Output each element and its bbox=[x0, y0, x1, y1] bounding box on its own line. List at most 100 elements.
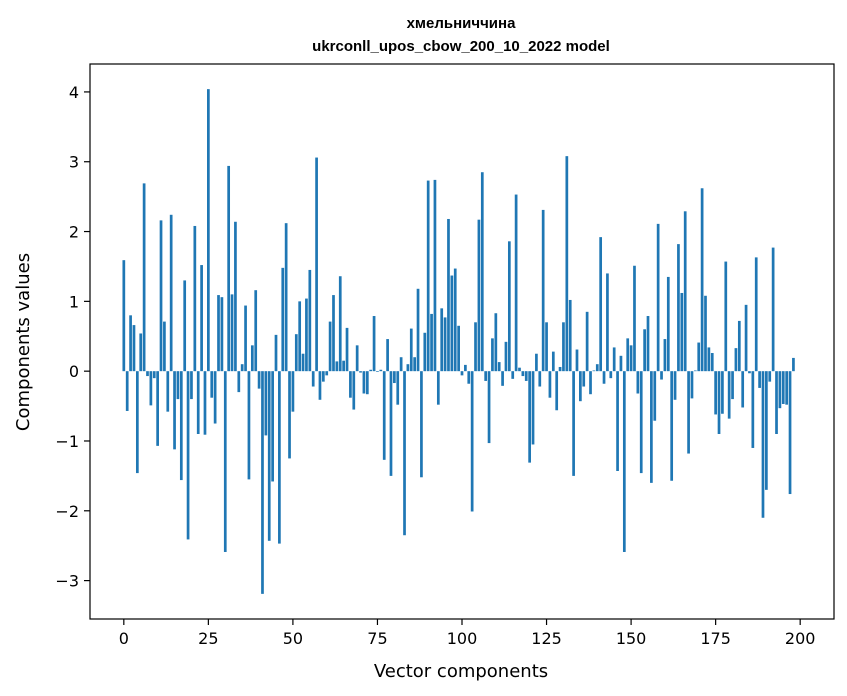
bar bbox=[700, 188, 704, 372]
bar bbox=[166, 371, 170, 412]
bar bbox=[633, 265, 636, 372]
bar bbox=[403, 371, 406, 536]
bar bbox=[612, 347, 616, 372]
bar bbox=[345, 327, 349, 372]
chart-title-line-2: ukrconll_upos_cbow_200_10_2022 model bbox=[312, 38, 610, 55]
bar bbox=[355, 345, 359, 372]
bar bbox=[666, 276, 670, 372]
bar bbox=[660, 371, 663, 380]
bar bbox=[227, 165, 231, 372]
bar bbox=[328, 321, 332, 372]
bar bbox=[203, 371, 207, 435]
bar bbox=[250, 345, 254, 372]
bar bbox=[470, 371, 474, 512]
bar bbox=[677, 244, 680, 372]
bar bbox=[653, 371, 657, 421]
bar bbox=[365, 371, 369, 395]
bar bbox=[501, 371, 504, 386]
bar bbox=[288, 371, 291, 459]
bar bbox=[731, 371, 734, 400]
bar bbox=[541, 209, 545, 372]
bar bbox=[761, 371, 765, 518]
bar bbox=[680, 292, 684, 372]
bar bbox=[393, 371, 396, 384]
bar bbox=[521, 371, 525, 377]
bar bbox=[646, 316, 650, 372]
bar bbox=[687, 371, 690, 454]
bar bbox=[200, 265, 203, 372]
bar bbox=[622, 371, 626, 552]
x-tick-label: 25 bbox=[198, 629, 218, 648]
bar bbox=[125, 371, 129, 411]
bar bbox=[792, 357, 795, 372]
y-tick-label: 1 bbox=[69, 292, 79, 311]
bar bbox=[724, 261, 728, 372]
bar bbox=[589, 371, 592, 395]
bar bbox=[721, 371, 724, 414]
bar bbox=[436, 371, 440, 405]
bar bbox=[568, 299, 572, 372]
bar bbox=[335, 361, 339, 372]
bar bbox=[518, 367, 521, 372]
bar bbox=[196, 371, 200, 434]
bar bbox=[650, 371, 653, 483]
bar bbox=[132, 325, 136, 372]
bar bbox=[592, 370, 596, 372]
bar bbox=[582, 371, 586, 387]
y-tick-label: 4 bbox=[69, 83, 79, 102]
x-tick-label: 50 bbox=[283, 629, 303, 648]
bar bbox=[318, 371, 322, 400]
bar bbox=[748, 371, 751, 374]
bar bbox=[376, 371, 379, 372]
bar bbox=[683, 211, 687, 372]
bar bbox=[693, 370, 697, 372]
bar bbox=[595, 364, 599, 372]
bar bbox=[186, 371, 190, 540]
bar bbox=[217, 295, 220, 372]
bar bbox=[765, 371, 768, 490]
bar bbox=[301, 353, 305, 372]
bar bbox=[261, 371, 264, 594]
bar bbox=[565, 156, 569, 372]
bar bbox=[230, 294, 234, 372]
bar bbox=[325, 371, 329, 376]
y-tick-label: −3 bbox=[55, 572, 79, 591]
bar bbox=[778, 371, 782, 409]
bar bbox=[531, 371, 535, 445]
bar bbox=[619, 355, 623, 372]
bar bbox=[504, 341, 508, 372]
x-tick-label: 125 bbox=[531, 629, 562, 648]
x-tick-label: 200 bbox=[785, 629, 816, 648]
bar bbox=[359, 371, 362, 373]
bar bbox=[247, 371, 251, 480]
bar bbox=[389, 371, 393, 476]
bar bbox=[741, 371, 745, 408]
bar bbox=[775, 371, 778, 434]
y-axis-label: Components values bbox=[13, 253, 34, 431]
bar bbox=[480, 172, 484, 372]
bar bbox=[453, 268, 457, 372]
bar bbox=[639, 371, 643, 474]
bar bbox=[146, 371, 149, 377]
bar bbox=[372, 316, 376, 372]
bar bbox=[491, 338, 494, 372]
y-tick-label: −2 bbox=[55, 502, 79, 521]
bar bbox=[264, 371, 268, 436]
bar bbox=[575, 349, 579, 372]
bar bbox=[234, 221, 237, 372]
bar bbox=[254, 290, 258, 372]
bar bbox=[629, 345, 633, 372]
bar bbox=[382, 371, 386, 460]
bar bbox=[511, 371, 515, 379]
bar bbox=[159, 220, 163, 372]
bar bbox=[183, 280, 187, 372]
bar bbox=[308, 269, 312, 372]
x-tick-label: 175 bbox=[700, 629, 731, 648]
bar bbox=[744, 304, 748, 372]
bar bbox=[663, 339, 667, 372]
bar bbox=[599, 237, 603, 372]
bar bbox=[257, 371, 261, 389]
bar bbox=[670, 371, 674, 481]
bar bbox=[440, 308, 444, 372]
